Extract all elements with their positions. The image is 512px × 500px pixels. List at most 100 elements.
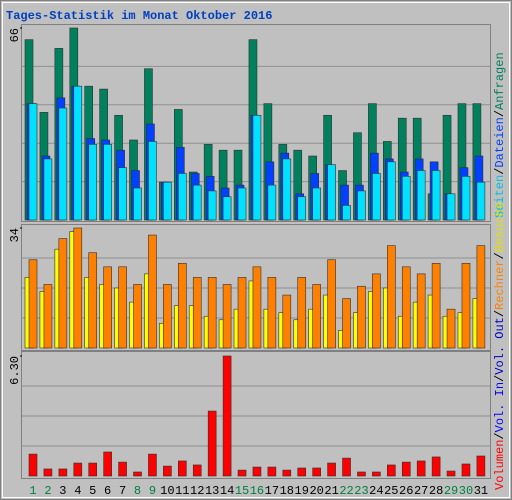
- bar: [207, 190, 217, 221]
- bar: [148, 234, 157, 349]
- bar: [103, 451, 112, 477]
- bar: [148, 141, 157, 221]
- x-tick-label: 9: [149, 484, 156, 498]
- x-tick-label: 8: [134, 484, 141, 498]
- bar: [282, 469, 292, 477]
- bar: [461, 262, 471, 349]
- legend-entry: Rechner: [493, 260, 507, 310]
- bar: [372, 273, 381, 349]
- x-tick-label: 24: [369, 484, 383, 498]
- bar: [58, 468, 68, 477]
- bar: [401, 176, 411, 221]
- x-tick-label: 21: [324, 484, 338, 498]
- legend-entry: Anfragen: [493, 52, 507, 110]
- bar: [431, 456, 441, 477]
- bar: [387, 161, 396, 221]
- bar: [312, 467, 321, 477]
- legend-separator: /: [493, 110, 507, 117]
- x-tick-label: 16: [250, 484, 264, 498]
- bar: [431, 262, 441, 349]
- bar: [327, 462, 336, 477]
- bar: [237, 277, 247, 349]
- bar: [297, 467, 307, 477]
- bar: [133, 187, 142, 221]
- legend-separator: /: [493, 375, 507, 382]
- x-tick-label: 4: [74, 484, 81, 498]
- x-tick-label: 28: [429, 484, 443, 498]
- bar: [297, 277, 307, 349]
- x-tick-label: 17: [265, 484, 279, 498]
- bar: [312, 284, 321, 349]
- bar: [28, 259, 38, 349]
- bar: [178, 173, 187, 221]
- legend-separator: /: [493, 310, 507, 317]
- bar: [103, 266, 112, 349]
- bar: [163, 465, 172, 477]
- legend-entry: Volumen: [493, 440, 507, 490]
- x-tick-label: 5: [89, 484, 96, 498]
- bar: [416, 170, 426, 221]
- bar: [461, 176, 471, 221]
- x-tick-label: 31: [474, 484, 488, 498]
- y-tick-label: 6.30: [8, 356, 22, 385]
- x-tick-label: 10: [160, 484, 174, 498]
- y-tick-label: 66: [8, 28, 22, 42]
- bar: [73, 227, 83, 349]
- bar: [28, 453, 38, 477]
- legend-entry: Besuche: [493, 202, 507, 252]
- bar: [88, 144, 98, 221]
- bar: [387, 245, 396, 349]
- bar: [252, 466, 262, 477]
- bar: [192, 184, 202, 221]
- x-tick-label: 12: [190, 484, 204, 498]
- bar: [327, 259, 336, 349]
- x-tick-label: 27: [414, 484, 428, 498]
- bar: [73, 462, 83, 477]
- bar: [207, 410, 217, 477]
- legend-top: Seiten/Dateien/Anfragen: [493, 52, 507, 218]
- x-tick-label: 19: [295, 484, 309, 498]
- bar: [88, 252, 98, 349]
- bar: [252, 266, 262, 349]
- bar: [178, 460, 187, 477]
- bar: [342, 205, 351, 221]
- bar: [118, 266, 127, 349]
- x-tick-label: 7: [119, 484, 126, 498]
- bar: [372, 471, 381, 477]
- bar: [192, 277, 202, 349]
- bar: [222, 284, 232, 349]
- legend-entry: Seiten: [493, 175, 507, 218]
- bar: [103, 144, 112, 221]
- bar: [58, 238, 68, 349]
- bar: [133, 471, 142, 477]
- bar: [267, 184, 277, 221]
- bar: [222, 196, 232, 221]
- bar: [237, 469, 247, 477]
- x-tick-label: 13: [205, 484, 219, 498]
- bar: [372, 173, 381, 221]
- x-tick-label: 11: [175, 484, 189, 498]
- bar: [357, 190, 366, 221]
- bar: [327, 164, 336, 221]
- bar: [416, 460, 426, 477]
- x-tick-label: 30: [459, 484, 473, 498]
- bar: [416, 273, 426, 349]
- bar: [282, 158, 292, 221]
- bar: [118, 167, 127, 221]
- legend-separator: /: [493, 168, 507, 175]
- bar: [342, 457, 351, 477]
- x-tick-label: 2: [44, 484, 51, 498]
- x-tick-label: 6: [104, 484, 111, 498]
- panel: [21, 351, 491, 479]
- bar: [446, 470, 456, 477]
- bar: [357, 285, 366, 349]
- bar: [342, 298, 351, 349]
- bar: [357, 471, 366, 477]
- bar: [476, 455, 486, 477]
- bar: [476, 245, 486, 349]
- x-tick-label: 25: [384, 484, 398, 498]
- bar: [476, 181, 486, 221]
- x-tick-label: 22: [339, 484, 353, 498]
